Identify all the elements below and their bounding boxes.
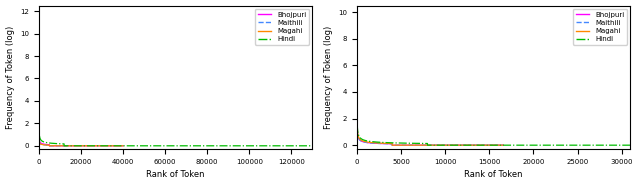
- Legend: Bhojpuri, Maithili, Magahi, Hindi: Bhojpuri, Maithili, Magahi, Hindi: [255, 9, 309, 45]
- Y-axis label: Frequency of Token (log): Frequency of Token (log): [6, 26, 15, 129]
- X-axis label: Rank of Token: Rank of Token: [465, 170, 523, 179]
- Y-axis label: Frequency of Token (log): Frequency of Token (log): [324, 26, 333, 129]
- X-axis label: Rank of Token: Rank of Token: [147, 170, 205, 179]
- Legend: Bhojpuri, Maithili, Magahi, Hindi: Bhojpuri, Maithili, Magahi, Hindi: [573, 9, 627, 45]
